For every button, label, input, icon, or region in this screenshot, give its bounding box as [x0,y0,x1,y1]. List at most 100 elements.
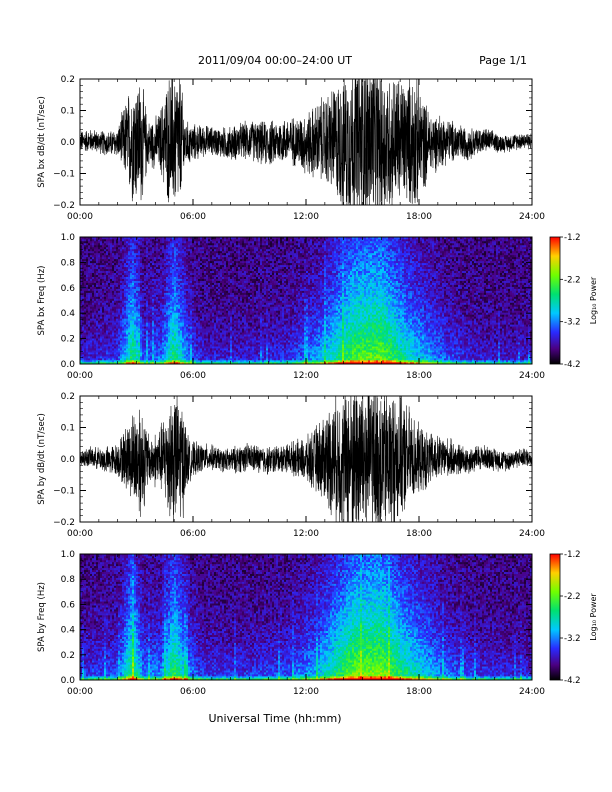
spectrogram-cell [188,294,191,297]
spectrogram-cell [122,346,125,349]
spectrogram-cell [156,322,159,325]
spectrogram-cell [148,242,151,246]
spectrogram-cell [116,244,119,248]
spectrogram-cell [214,238,217,242]
spectrogram-cell [106,356,109,359]
spectrogram-cell [198,356,201,359]
spectrogram-cell [166,244,169,248]
spectrogram-cell [80,356,83,359]
spectrogram-cell [184,328,187,331]
spectrogram-cell [162,318,165,321]
spectrogram-cell [136,264,139,268]
spectrogram-cell [118,342,121,345]
spectrogram-cell [218,314,221,317]
spectrogram-cell [142,260,145,264]
spectrogram-cell [84,262,87,266]
spectrogram-cell [90,334,93,337]
spectrogram-cell [112,258,115,262]
spectrogram-cell [120,342,123,345]
spectrogram-cell [116,356,119,359]
spectrogram-cell [202,304,205,307]
spectrogram-cell [120,286,123,289]
spectrogram-cell [128,316,131,319]
spectrogram-cell [142,256,145,260]
spectrogram-cell [106,246,109,250]
spectrogram-cell [222,358,225,361]
spectrogram-cell [202,284,205,287]
spectrogram-cell [118,344,121,347]
spectrogram-cell [222,292,225,295]
spectrogram-cell [174,310,177,313]
spectrogram-cell [186,240,189,244]
spectrogram-cell [100,296,103,299]
spectrogram-cell [108,362,111,365]
spectrogram-cell [194,276,197,279]
spectrogram-cell [224,250,227,254]
spectrogram-cell [228,240,231,244]
spectrogram-cell [198,274,201,277]
spectrogram-cell [172,352,175,355]
spectrogram-cell [196,324,199,327]
spectrogram-cell [202,326,205,329]
spectrogram-cell [156,276,159,279]
spectrogram-cell [224,340,227,343]
spectrogram-cell [142,290,145,293]
spectrogram-cell [216,268,219,272]
spectrogram-cell [122,354,125,357]
spectrogram-cell [82,278,85,281]
spectrogram-cell [222,328,225,331]
spectrogram-cell [224,324,227,327]
spectrogram-cell [148,248,151,252]
spectrogram-cell [142,278,145,281]
spectrogram-cell [228,262,231,266]
spectrogram-cell [92,252,95,256]
spectrogram-cell [108,262,111,266]
spectrogram-cell [202,290,205,293]
spectrogram-cell [208,300,211,303]
spectrogram-cell [128,248,131,252]
spectrogram-cell [154,330,157,333]
spectrogram-cell [200,286,203,289]
spectrogram-cell [166,282,169,285]
spectrogram-cell [156,278,159,281]
spectrogram-cell [226,252,229,256]
spectrogram-cell [176,344,179,347]
spectrogram-cell [90,302,93,305]
spectrogram-cell [122,338,125,341]
spectrogram-cell [94,328,97,331]
spectrogram-cell [124,246,127,250]
spectrogram-cell [176,290,179,293]
spectrogram-cell [210,290,213,293]
spectrogram-cell [220,276,223,279]
spectrogram-cell [180,272,183,275]
spectrogram-cell [220,300,223,303]
spectrogram-cell [156,354,159,357]
spectrogram-cell [124,344,127,347]
spectrogram-cell [150,298,153,301]
spectrogram-cell [86,254,89,258]
spectrogram-cell [154,340,157,343]
spectrogram-cell [164,240,167,244]
spectrogram-cell [186,336,189,339]
spectrogram-cell [162,264,165,268]
spectrogram-cell [220,324,223,327]
spectrogram-cell [204,292,207,295]
spectrogram-cell [136,258,139,262]
spectrogram-cell [148,308,151,311]
spectrogram-cell [196,320,199,323]
spectrogram-cell [200,248,203,252]
spectrogram-cell [220,266,223,270]
spectrogram-cell [130,336,133,339]
spectrogram-cell [86,324,89,327]
spectrogram-cell [224,248,227,252]
spectrogram-cell [210,314,213,317]
spectrogram-cell [120,288,123,291]
spectrogram-cell [212,294,215,297]
spectrogram-cell [82,316,85,319]
spectrogram-cell [140,252,143,256]
spectrogram-cell [92,346,95,349]
spectrogram-cell [138,284,141,287]
spectrogram-cell [156,342,159,345]
spectrogram-cell [162,290,165,293]
spectrogram-cell [154,268,157,272]
